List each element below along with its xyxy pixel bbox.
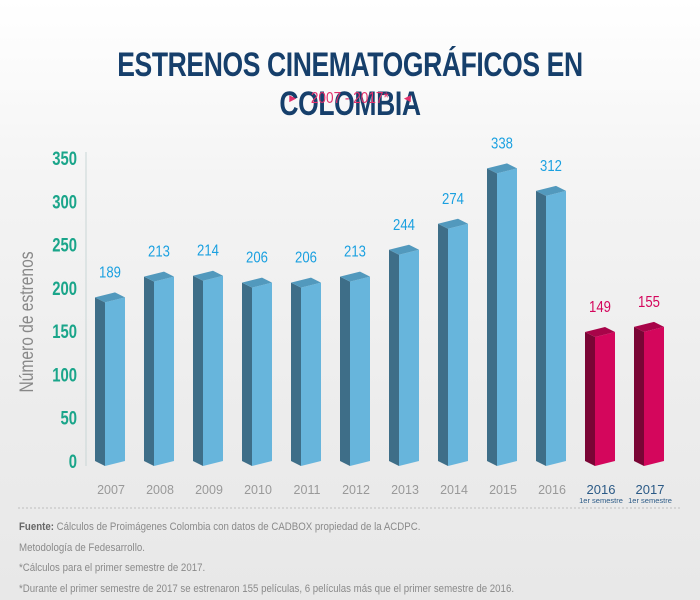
bar-top-face [95, 292, 125, 303]
bar-value-label: 213 [344, 243, 366, 260]
y-tick-label: 150 [52, 321, 77, 342]
bar-2012: 213 [340, 243, 370, 466]
bar-top-face [291, 277, 321, 288]
bar-top-face [144, 271, 174, 282]
bar-front-face [644, 326, 664, 466]
bar-2007: 189 [95, 264, 125, 466]
bar-side-face [193, 275, 203, 466]
bar-value-label: 338 [491, 135, 513, 152]
bar-front-face [203, 275, 223, 466]
bar-value-label: 274 [442, 191, 464, 208]
bar-top-face [634, 321, 664, 332]
x-tick-label: 2012 [342, 483, 370, 497]
x-tick-label: 2008 [146, 483, 174, 497]
bar-top-face [536, 185, 566, 196]
y-tick-label: 200 [52, 278, 77, 299]
bar-front-face [546, 190, 566, 466]
triangle-left-icon: ◀ [403, 93, 411, 103]
bar-side-face [95, 297, 105, 466]
bar-2016: 312 [536, 158, 566, 466]
x-tick-label: 2017 [636, 482, 665, 497]
bar-front-face [595, 332, 615, 466]
note-semester: *Cálculos para el primer semestre de 201… [19, 562, 206, 574]
x-tick-label: 2014 [440, 483, 468, 497]
y-tick-label: 300 [52, 192, 77, 213]
bar-side-face [536, 190, 546, 466]
bar-side-face [585, 332, 595, 466]
x-tick-label: 2010 [244, 483, 272, 497]
bar-value-label: 189 [99, 264, 121, 281]
bar-2014: 274 [438, 191, 468, 466]
x-tick-label: 2016 [538, 483, 566, 497]
bar-side-face [340, 276, 350, 466]
source-line: Fuente: Cálculos de Proimágenes Colombia… [19, 517, 514, 538]
bar-top-face [487, 163, 517, 174]
bar-top-face [242, 277, 272, 288]
bar-side-face [291, 282, 301, 466]
bar-front-face [301, 282, 321, 466]
bar-side-face [144, 276, 154, 466]
chart-subtitle: ▶ 2007 - 2017* ◀ [0, 90, 700, 108]
x-tick-label: 2009 [195, 483, 223, 497]
x-tick-sublabel: 1er semestre [628, 496, 672, 505]
source-label: Fuente: [19, 521, 54, 533]
bar-front-face [252, 282, 272, 466]
bar-value-label: 244 [393, 217, 415, 234]
y-tick-label: 100 [52, 365, 77, 386]
bar-top-face [193, 270, 223, 281]
bar-2010: 206 [242, 250, 272, 466]
bar-value-label: 213 [148, 243, 170, 260]
bar-top-face [389, 244, 419, 255]
triangle-right-icon: ▶ [289, 93, 297, 103]
footer-notes: Fuente: Cálculos de Proimágenes Colombia… [19, 517, 582, 599]
bar-top-face [340, 271, 370, 282]
x-tick-label: 2007 [97, 483, 125, 497]
bar-2009: 214 [193, 243, 223, 466]
bar-value-label: 214 [197, 243, 219, 260]
bar-2017-semester: 155 [634, 294, 664, 466]
bar-front-face [448, 223, 468, 466]
x-tick-label: 2013 [391, 483, 419, 497]
y-tick-label: 0 [69, 451, 77, 472]
x-axis: 2007 2008 2009 2010 2011 2012 2013 2014 2015 2016… [18, 482, 682, 509]
y-tick-label: 350 [52, 148, 77, 169]
chart-title: ESTRENOS CINEMATOGRÁFICOS EN COLOMBIA [117, 46, 583, 123]
bar-value-label: 149 [589, 299, 611, 316]
x-tick-label: 2011 [294, 483, 321, 497]
x-tick-sublabel: 1er semestre [579, 496, 623, 505]
bar-top-face [585, 327, 615, 338]
subtitle-text: 2007 - 2017* [311, 90, 389, 107]
bar-top-face [438, 218, 468, 229]
source-text: Cálculos de Proimágenes Colombia con dat… [53, 521, 421, 533]
bar-value-label: 312 [540, 158, 562, 175]
bar-2011: 206 [291, 250, 321, 466]
bar-front-face [154, 276, 174, 466]
bar-front-face [497, 168, 517, 467]
bar-front-face [350, 276, 370, 466]
bar-front-face [105, 297, 125, 466]
bar-side-face [389, 249, 399, 466]
bars: 189 213 214 206 206 213 244 274 338 312 149 155 [95, 135, 664, 467]
y-tick-label: 250 [52, 235, 77, 256]
bar-side-face [487, 168, 497, 467]
bar-side-face [634, 326, 644, 466]
bar-front-face [399, 249, 419, 466]
bar-value-label: 206 [295, 250, 317, 267]
bar-side-face [242, 282, 252, 466]
note-comparison: *Durante el primer semestre de 2017 se e… [19, 582, 515, 595]
bar-2013: 244 [389, 217, 419, 466]
bar-2016-semester: 149 [585, 299, 615, 466]
bar-2015: 338 [487, 135, 517, 467]
note-methodology: Metodología de Fedesarrollo. [19, 541, 145, 554]
x-tick-label: 2016 [587, 482, 616, 497]
bar-value-label: 206 [246, 250, 268, 267]
y-axis-title: Número de estrenos [16, 251, 38, 392]
y-tick-label: 50 [61, 408, 77, 429]
bar-value-label: 155 [638, 294, 660, 311]
y-axis: 0 50 100 150 200 250 300 350 Número de estrenos [16, 148, 87, 472]
bar-2008: 213 [144, 243, 174, 466]
x-tick-label: 2015 [489, 483, 517, 497]
bar-side-face [438, 223, 448, 466]
